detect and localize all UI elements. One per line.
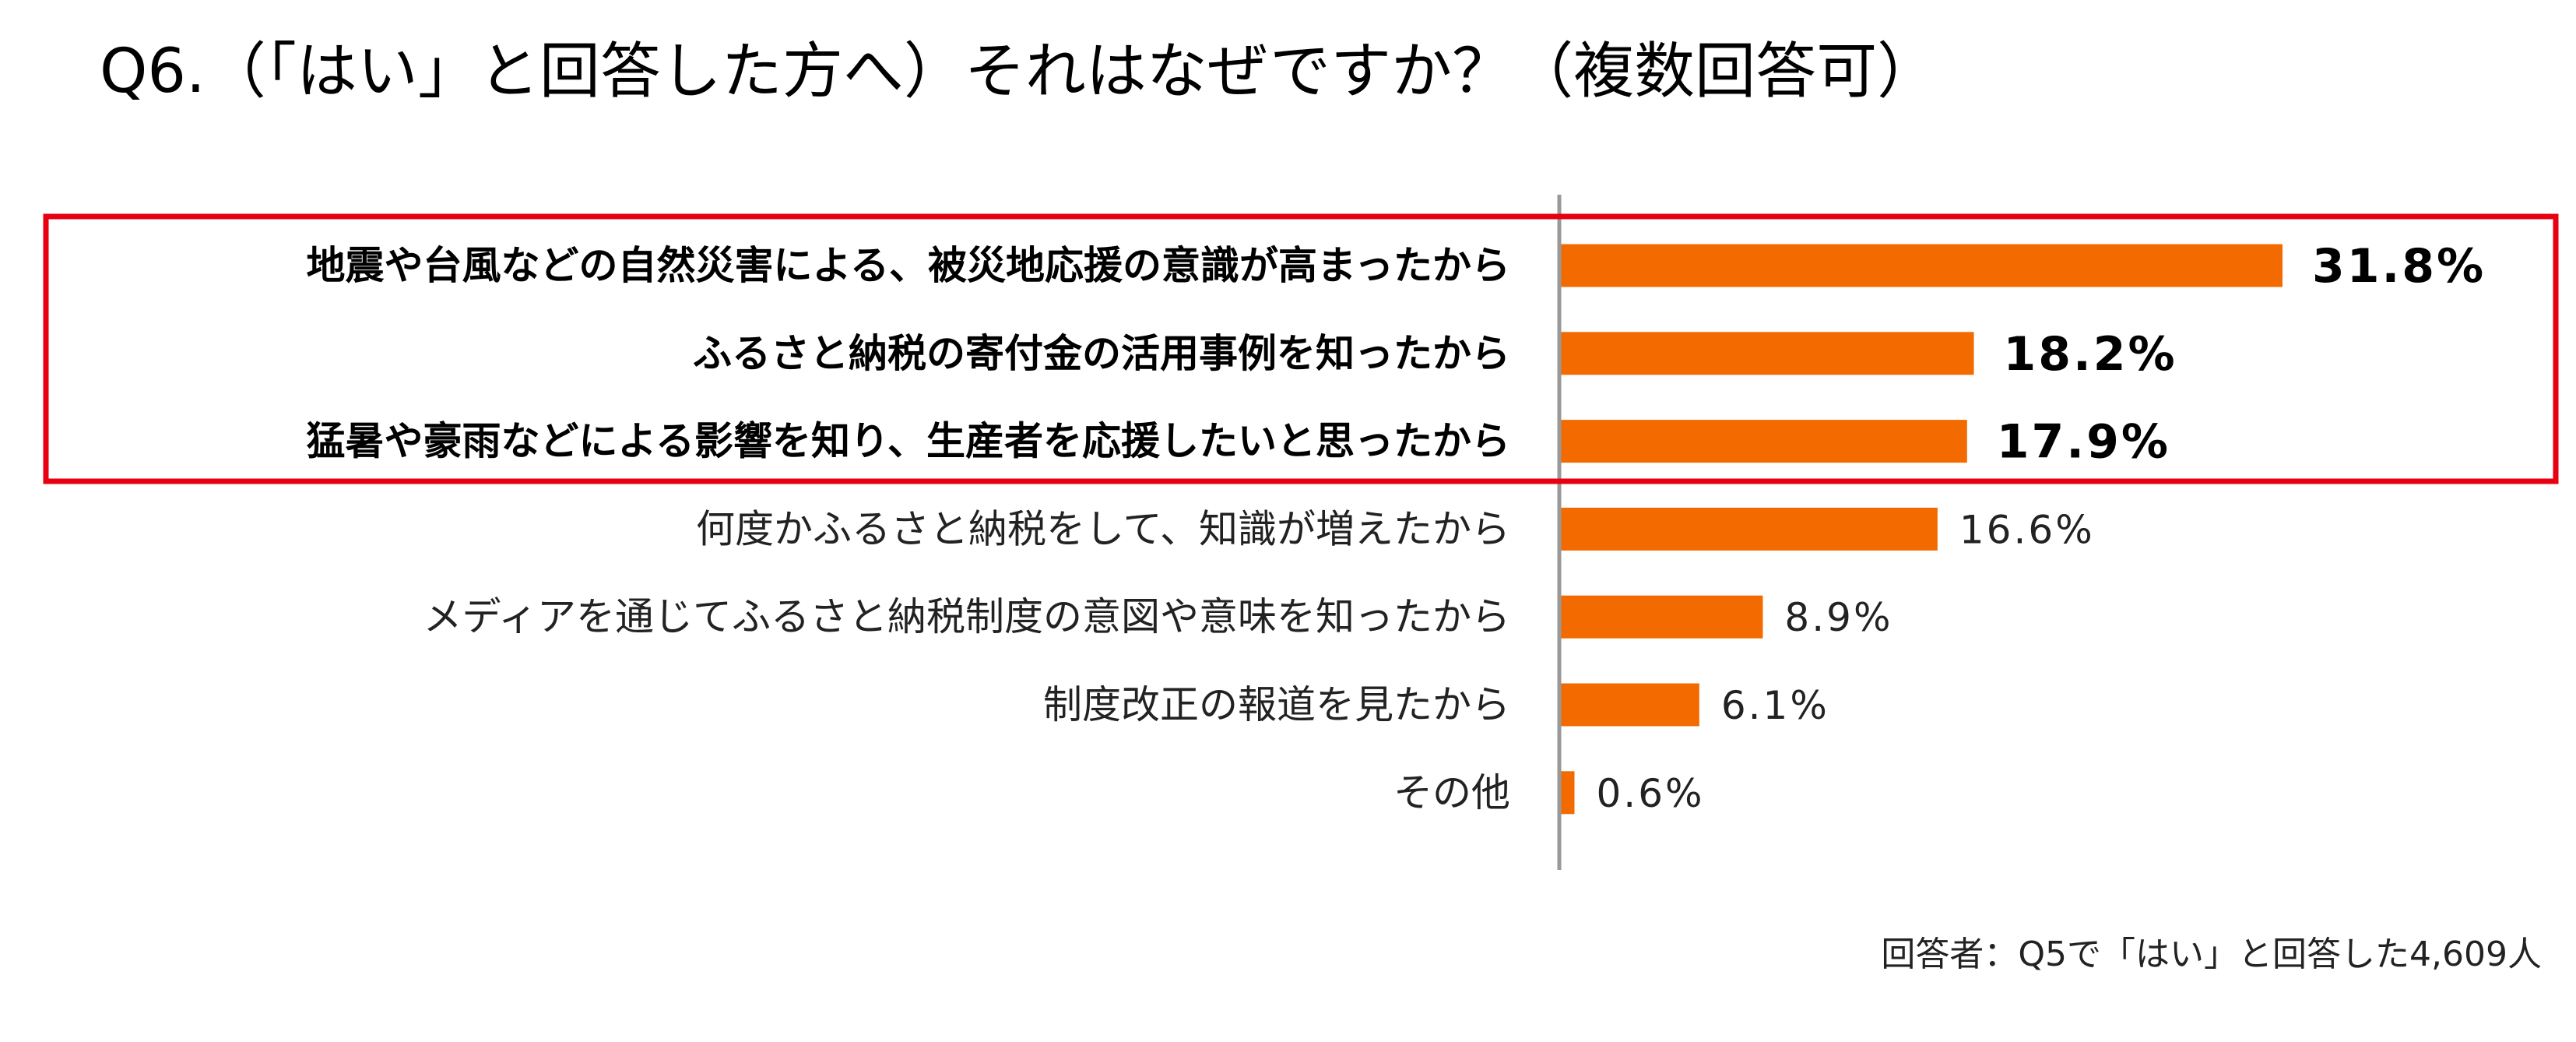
respondent-note: 回答者：Q5で「はい」と回答した4,609人 (1881, 935, 2542, 974)
value-label: 17.9% (1997, 415, 2170, 470)
category-label: ふるさと納税の寄付金の活用事例を知ったから (693, 331, 1510, 376)
category-label: 制度改正の報道を見たから (1043, 682, 1510, 727)
category-label: 何度かふるさと納税をして、知識が増えたから (696, 506, 1510, 551)
category-label: 猛暑や豪雨などによる影響を知り、生産者を応援したいと思ったから (307, 419, 1511, 464)
bar (1561, 244, 2283, 287)
category-label: メディアを通じてふるさと納税制度の意図や意味を知ったから (423, 594, 1511, 639)
highlight-box (43, 213, 2559, 484)
bar (1561, 420, 1967, 463)
value-label: 16.6% (1959, 507, 2095, 552)
bar (1561, 332, 1974, 375)
value-label: 31.8% (2312, 239, 2486, 294)
value-label: 0.6% (1596, 771, 1704, 816)
bar (1561, 507, 1938, 551)
bar (1561, 595, 1763, 639)
bar (1561, 771, 1575, 815)
bar-rows: 地震や台風などの自然災害による、被災地応援の意識が高まったから 31.8% ふるさと… (307, 239, 2486, 816)
category-label: その他 (1393, 770, 1510, 815)
value-label: 18.2% (2004, 327, 2177, 382)
category-label: 地震や台風などの自然災害による、被災地応援の意識が高まったから (307, 243, 1511, 288)
bar (1561, 683, 1699, 727)
value-label: 6.1% (1721, 683, 1829, 728)
chart-title: Q6.（「はい」と回答した方へ）それはなぜですか？（複数回答可） (100, 37, 1938, 107)
value-label: 8.9% (1784, 595, 1892, 640)
